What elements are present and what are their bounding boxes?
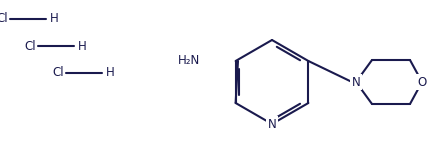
Text: Cl: Cl bbox=[52, 67, 64, 79]
Text: H: H bbox=[106, 67, 115, 79]
Text: Cl: Cl bbox=[24, 39, 36, 53]
Text: H: H bbox=[78, 39, 87, 53]
Text: H: H bbox=[50, 12, 59, 26]
Text: N: N bbox=[267, 118, 276, 130]
Text: H₂N: H₂N bbox=[178, 55, 200, 67]
Text: N: N bbox=[352, 75, 360, 89]
Text: Cl: Cl bbox=[0, 12, 8, 26]
Text: O: O bbox=[417, 75, 427, 89]
